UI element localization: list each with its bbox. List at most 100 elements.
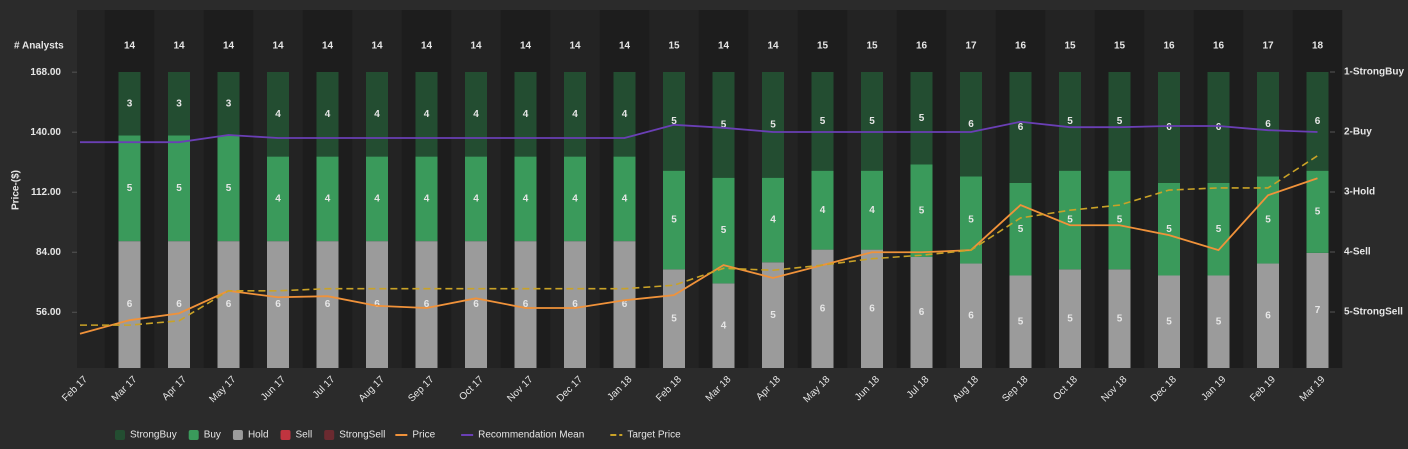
bar-segment (712, 283, 735, 368)
bar-segment (465, 241, 487, 368)
bar-segment (613, 72, 636, 157)
bar-value-label: 5 (919, 113, 925, 124)
analyst-count: 14 (767, 41, 779, 52)
line-series (80, 120, 1318, 144)
analyst-count: 14 (619, 41, 631, 52)
bar-segment (1207, 275, 1230, 368)
y-tick-label: 112.00 (31, 187, 61, 198)
bar-segment (564, 156, 586, 242)
bar-segment (316, 241, 339, 368)
bar-value-label: 5 (968, 215, 974, 226)
bar-value-label: 5 (721, 225, 727, 236)
bar-value-label: 4 (869, 205, 875, 216)
analyst-count: 14 (322, 41, 334, 52)
legend-label: Recommendation Mean (478, 430, 584, 441)
bar-value-label: 5 (1117, 116, 1123, 127)
bar-value-label: 5 (1166, 316, 1172, 327)
bar-segment (465, 72, 487, 157)
bar-segment (1108, 269, 1131, 368)
bar-value-label: 5 (1018, 316, 1024, 327)
analyst-count: 15 (1114, 41, 1126, 52)
analyst-count: 16 (1213, 41, 1225, 52)
bar-segment (712, 177, 735, 284)
analyst-count: 16 (1163, 41, 1175, 52)
bar-value-label: 5 (1067, 116, 1073, 127)
bar-segment (415, 156, 438, 242)
bar-segment (1257, 263, 1279, 368)
analyst-count: 18 (1312, 41, 1324, 52)
line-series (79, 177, 1318, 335)
legend-label: Price (412, 430, 435, 441)
bar-value-label: 5 (671, 116, 677, 127)
bar-value-label: 4 (622, 193, 628, 204)
bar-segment (415, 72, 438, 157)
bar-segment (762, 177, 784, 263)
analyst-count: 15 (817, 41, 829, 52)
bar-segment (811, 72, 834, 171)
bar-segment (564, 72, 586, 157)
bar-segment (118, 135, 141, 242)
bar-value-label: 5 (869, 116, 875, 127)
bar-segment (316, 72, 339, 157)
legend-swatch (115, 430, 125, 440)
legend-label: Buy (204, 430, 221, 441)
analyst-count: 14 (569, 41, 581, 52)
bar-value-label: 6 (919, 307, 925, 318)
bar-value-label: 4 (523, 109, 529, 120)
bar-segment (1306, 72, 1329, 171)
y2-tick-label: 3-Hold (1344, 187, 1375, 198)
bar-segment (1009, 72, 1032, 183)
bar-segment (1158, 72, 1180, 183)
bar-segment (366, 72, 388, 157)
bar-value-label: 5 (127, 183, 133, 194)
bar-segment (613, 156, 636, 242)
bar-value-label: 4 (374, 193, 380, 204)
bar-value-label: 6 (622, 299, 628, 310)
bar-value-label: 4 (275, 109, 281, 120)
bar-value-label: 5 (770, 310, 776, 321)
y-tick-label: 56.00 (36, 307, 61, 318)
y-axis-label: Price-($) (11, 170, 22, 210)
bar-segment (811, 249, 834, 368)
analyst-count: 14 (520, 41, 532, 52)
bar-segment (514, 72, 537, 157)
bar-segment (1207, 72, 1230, 183)
bar-value-label: 5 (176, 183, 182, 194)
analyst-count: 14 (421, 41, 433, 52)
bar-value-label: 4 (523, 193, 529, 204)
bar-segment (861, 249, 883, 368)
bar-segment (366, 156, 388, 242)
analyst-count: 15 (1064, 41, 1076, 52)
bar-segment (514, 241, 537, 368)
bar-value-label: 6 (869, 303, 875, 314)
bar-segment (1108, 170, 1131, 270)
bar-value-label: 5 (919, 205, 925, 216)
legend-swatch (232, 430, 243, 440)
bar-segment (811, 170, 834, 250)
bar-segment (217, 135, 240, 242)
bar-segment (267, 72, 289, 157)
bar-segment (465, 156, 487, 242)
bar-segment (910, 257, 933, 368)
bar-value-label: 5 (1166, 224, 1172, 235)
bar-segment (910, 72, 933, 165)
bar-value-label: 5 (1067, 313, 1073, 324)
bar-value-label: 4 (572, 109, 578, 120)
bar-segment (267, 241, 289, 368)
bar-value-label: 3 (176, 98, 182, 109)
bar-segment (1306, 252, 1329, 368)
legend-swatch (324, 430, 335, 440)
bar-value-label: 5 (1117, 215, 1123, 226)
bar-segment (960, 72, 982, 177)
bar-segment (168, 135, 190, 242)
bar-value-label: 4 (622, 109, 628, 120)
bar-segment (1257, 176, 1279, 264)
analyst-count: 17 (1262, 41, 1274, 52)
bar-value-label: 6 (127, 299, 133, 310)
bar-segment (217, 72, 240, 136)
bar-segment (1059, 72, 1081, 171)
bar-value-label: 6 (1265, 119, 1271, 130)
bar-segment (1207, 183, 1230, 276)
bar-value-label: 6 (820, 303, 826, 314)
bar-value-label: 5 (1117, 313, 1123, 324)
